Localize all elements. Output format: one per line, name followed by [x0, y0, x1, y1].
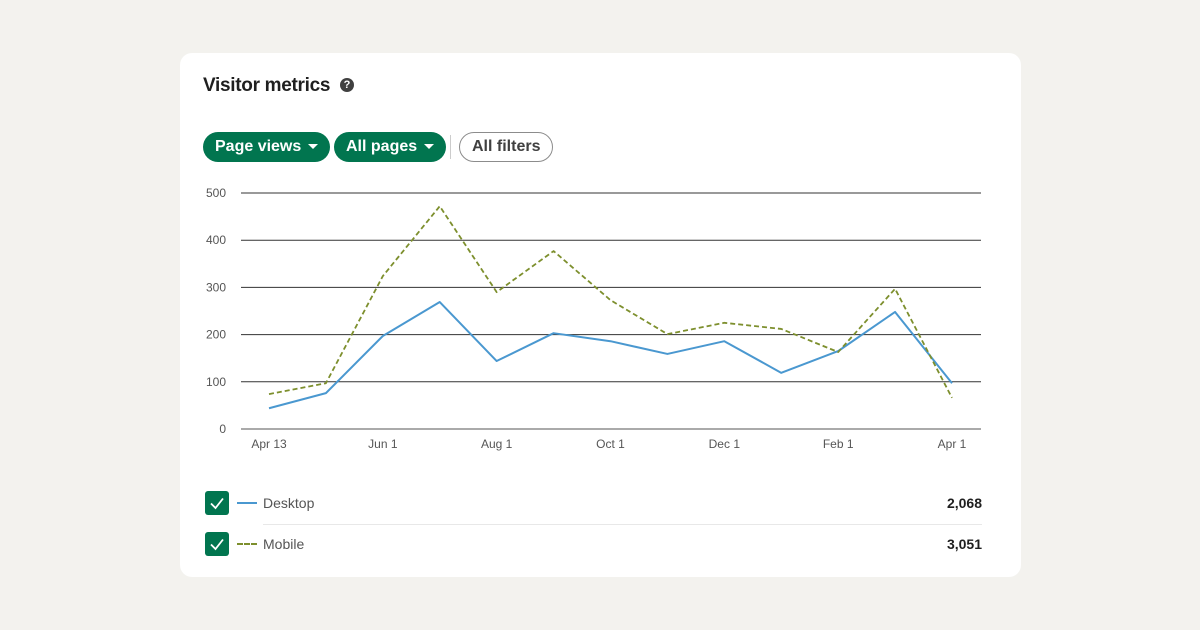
x-tick-label: Oct 1 — [596, 437, 625, 451]
page-views-dropdown[interactable]: Page views — [203, 132, 331, 162]
mobile-checkbox[interactable] — [205, 532, 229, 556]
line-chart: 0 100 200 300 400 500 Apr 13 Jun 1 Aug 1 Oct 1 Dec… — [206, 186, 981, 451]
caret-down-icon — [308, 144, 319, 150]
dropdown-label: All pages — [346, 138, 418, 155]
caret-down-icon — [424, 144, 435, 150]
dropdown-label: Page views — [215, 138, 302, 155]
x-tick-label: Apr 13 — [251, 437, 287, 451]
x-tick-label: Jun 1 — [368, 437, 398, 451]
legend-item-mobile: Mobile 3,051 — [205, 532, 982, 556]
check-icon — [210, 538, 224, 551]
legend-divider — [263, 524, 982, 525]
y-tick-label: 300 — [206, 280, 226, 294]
y-tick-label: 200 — [206, 328, 226, 342]
x-tick-label: Aug 1 — [481, 437, 513, 451]
divider — [450, 135, 451, 159]
y-tick-label: 100 — [206, 375, 226, 389]
check-icon — [210, 497, 224, 510]
x-tick-label: Dec 1 — [709, 437, 741, 451]
question-circle-icon[interactable]: ? — [340, 78, 354, 92]
desktop-checkbox[interactable] — [205, 491, 229, 515]
all-pages-dropdown[interactable]: All pages — [334, 132, 447, 162]
series-line-mobile — [268, 205, 953, 399]
y-tick-label: 400 — [206, 233, 226, 247]
series-name: Desktop — [263, 495, 315, 511]
card-title: Visitor metrics — [203, 75, 331, 96]
x-tick-label: Apr 1 — [938, 437, 967, 451]
series-total: 3,051 — [946, 536, 982, 552]
y-tick-label: 0 — [219, 422, 226, 436]
legend-item-desktop: Desktop 2,068 — [205, 491, 982, 515]
series-name: Mobile — [263, 536, 305, 552]
series-total: 2,068 — [946, 495, 982, 511]
series-line-desktop — [268, 301, 953, 410]
solid-line-swatch — [237, 502, 257, 504]
y-tick-label: 500 — [206, 186, 226, 200]
all-filters-button[interactable]: All filters — [459, 132, 554, 162]
dashed-line-swatch — [237, 543, 257, 545]
visitor-metrics-card: Visitor metrics ? Page views All pages A… — [180, 53, 1021, 577]
x-tick-label: Feb 1 — [823, 437, 854, 451]
